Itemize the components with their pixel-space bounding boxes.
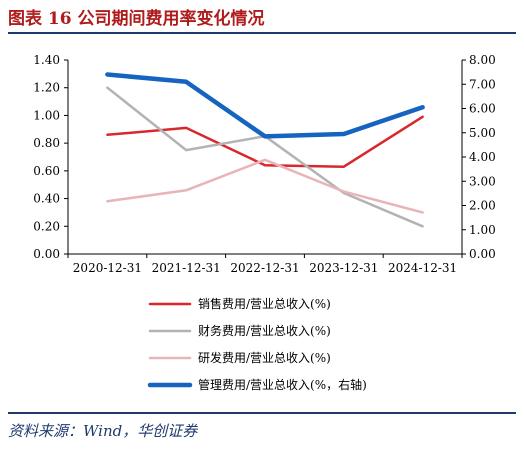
left-tick-label: 1.40 [33,53,60,67]
right-tick-label: 6.00 [469,102,496,116]
right-tick-label: 3.00 [469,174,496,188]
chart-legend: 销售费用/营业总收入(%) 财务费用/营业总收入(%) 研发费用/营业总收入(%) 管… [147,296,367,392]
x-tick-label: 2022-12-31 [230,261,299,275]
source-rule [8,412,516,414]
series-line-3 [106,158,424,214]
title-rule [8,32,516,34]
series-line-4 [105,72,425,139]
x-tick-label: 2020-12-31 [73,261,142,275]
series-line-2 [106,86,424,228]
right-tick-label: 2.00 [469,199,496,213]
right-tick-label: 1.00 [469,223,496,237]
chart-series [105,72,425,228]
left-tick-label: 0.20 [33,219,60,233]
line-chart: 0.00 0.20 0.40 0.60 0.80 1.00 1.20 1.40 0.00 1.00… [33,53,495,392]
left-tick-label: 0.80 [33,136,60,150]
right-tick-label: 5.00 [469,126,496,140]
x-tick-label: 2024-12-31 [388,261,457,275]
legend-label-2: 财务费用/营业总收入(%) [198,323,331,338]
left-tick-label: 0.60 [33,164,60,178]
right-tick-label: 4.00 [469,150,496,164]
x-tick-label: 2021-12-31 [152,261,221,275]
source-note: 资料来源：Wind，华创证券 [8,422,198,440]
x-tick-label: 2023-12-31 [309,261,378,275]
legend-label-4: 管理费用/营业总收入(%，右轴) [198,377,367,392]
legend-label-3: 研发费用/营业总收入(%) [198,350,331,365]
right-tick-label: 7.00 [469,77,496,91]
right-tick-label: 8.00 [469,53,496,67]
left-tick-label: 1.20 [33,81,60,95]
left-tick-label: 1.00 [33,108,60,122]
right-tick-label: 0.00 [469,247,496,261]
left-tick-label: 0.40 [33,192,60,206]
left-tick-label: 0.00 [33,247,60,261]
legend-label-1: 销售费用/营业总收入(%) [198,296,331,311]
chart-axes: 0.00 0.20 0.40 0.60 0.80 1.00 1.20 1.40 0.00 1.00… [33,53,495,275]
figure-title: 图表 16 公司期间费用率变化情况 [8,9,265,29]
